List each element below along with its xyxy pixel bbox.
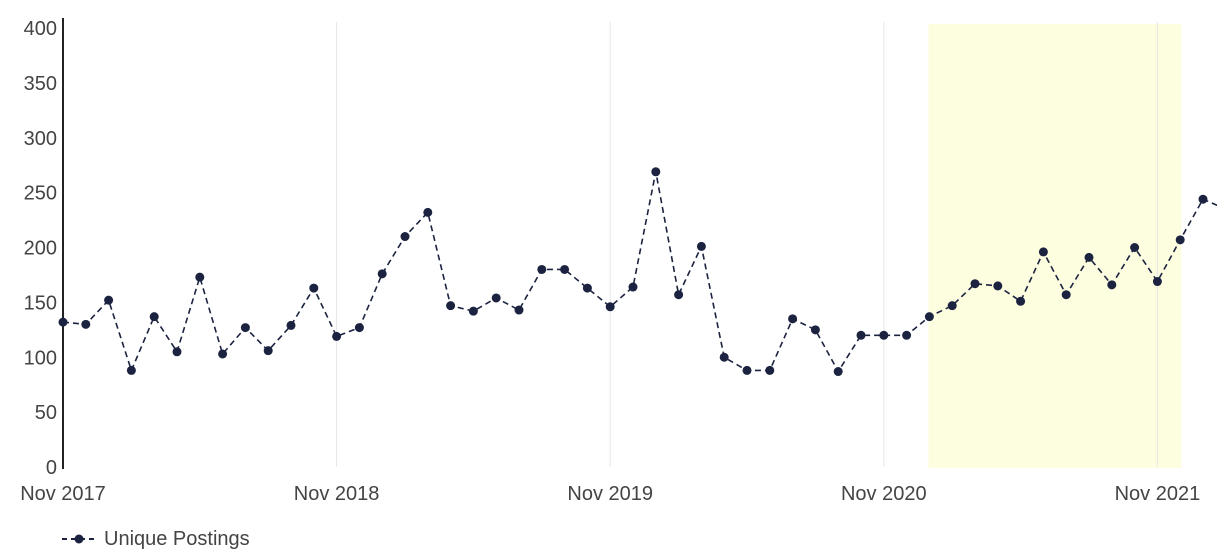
y-tick-label: 300 [24, 128, 57, 150]
data-point [1198, 194, 1208, 204]
data-point [468, 306, 478, 316]
data-point [514, 305, 524, 315]
data-point [628, 282, 638, 292]
x-tick-label: Nov 2020 [841, 483, 927, 505]
data-point [993, 281, 1003, 291]
data-point [719, 352, 729, 362]
data-point [1016, 296, 1026, 306]
data-point [924, 312, 934, 322]
data-point [309, 283, 319, 293]
data-point [354, 323, 364, 333]
data-point [446, 301, 456, 311]
x-axis-tick-labels: Nov 2017 Nov 2018 Nov 2019 Nov 2020 Nov 2021 [20, 483, 1200, 505]
data-point [332, 331, 342, 341]
y-tick-label: 400 [24, 18, 57, 40]
data-point [788, 314, 798, 324]
data-point [1061, 290, 1071, 300]
y-tick-label: 100 [24, 347, 57, 369]
data-point [970, 279, 980, 289]
data-point [58, 317, 68, 327]
data-point [1038, 247, 1048, 257]
series-unique-postings [58, 167, 1217, 377]
y-tick-label: 50 [35, 402, 57, 424]
data-point [126, 365, 136, 375]
legend[interactable]: Unique Postings [62, 526, 250, 552]
data-point [491, 293, 501, 303]
data-point [423, 207, 433, 217]
data-point [1107, 280, 1117, 290]
data-point [651, 167, 661, 177]
data-point [172, 347, 182, 357]
data-point [696, 241, 706, 251]
data-point [947, 301, 957, 311]
y-axis-tick-labels: 0 50 100 150 200 250 300 350 400 [24, 18, 57, 479]
highlight-band [928, 24, 1182, 468]
data-point [286, 320, 296, 330]
legend-label: Unique Postings [104, 527, 250, 550]
data-point [537, 264, 547, 274]
x-tick-label: Nov 2019 [567, 483, 653, 505]
data-point [833, 367, 843, 377]
data-point [605, 302, 615, 312]
data-point [240, 323, 250, 333]
series-line [62, 170, 1217, 373]
data-point [582, 283, 592, 293]
data-point [1152, 277, 1162, 287]
y-tick-label: 200 [24, 238, 57, 260]
data-point [195, 272, 205, 282]
data-point [1130, 243, 1140, 252]
data-point [856, 330, 866, 340]
legend-line-marker-icon [62, 534, 96, 544]
data-point [400, 232, 410, 242]
data-point [104, 295, 114, 305]
data-point [765, 365, 775, 375]
data-point [879, 330, 889, 340]
data-point [902, 330, 912, 340]
y-tick-label: 250 [24, 183, 57, 205]
x-tick-label: Nov 2017 [20, 483, 106, 505]
x-tick-label: Nov 2021 [1115, 483, 1201, 505]
data-point [263, 346, 273, 356]
x-tick-label: Nov 2018 [294, 483, 380, 505]
y-tick-label: 150 [24, 292, 57, 314]
data-point [674, 290, 684, 300]
y-tick-label: 350 [24, 73, 57, 95]
data-point [1175, 235, 1185, 245]
data-point [81, 319, 91, 329]
data-point [1084, 252, 1094, 262]
data-point [810, 325, 820, 335]
y-tick-label: 0 [46, 457, 57, 479]
data-point [560, 264, 570, 274]
data-point [218, 349, 228, 359]
grid-lines [336, 22, 1158, 467]
data-point [742, 365, 752, 375]
data-point [149, 312, 159, 322]
highlight-band-group [928, 24, 1182, 468]
data-point [377, 269, 387, 279]
